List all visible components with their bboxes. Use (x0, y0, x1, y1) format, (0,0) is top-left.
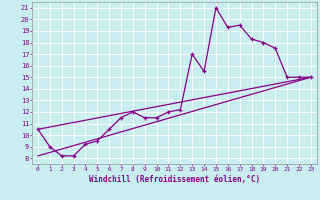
X-axis label: Windchill (Refroidissement éolien,°C): Windchill (Refroidissement éolien,°C) (89, 175, 260, 184)
